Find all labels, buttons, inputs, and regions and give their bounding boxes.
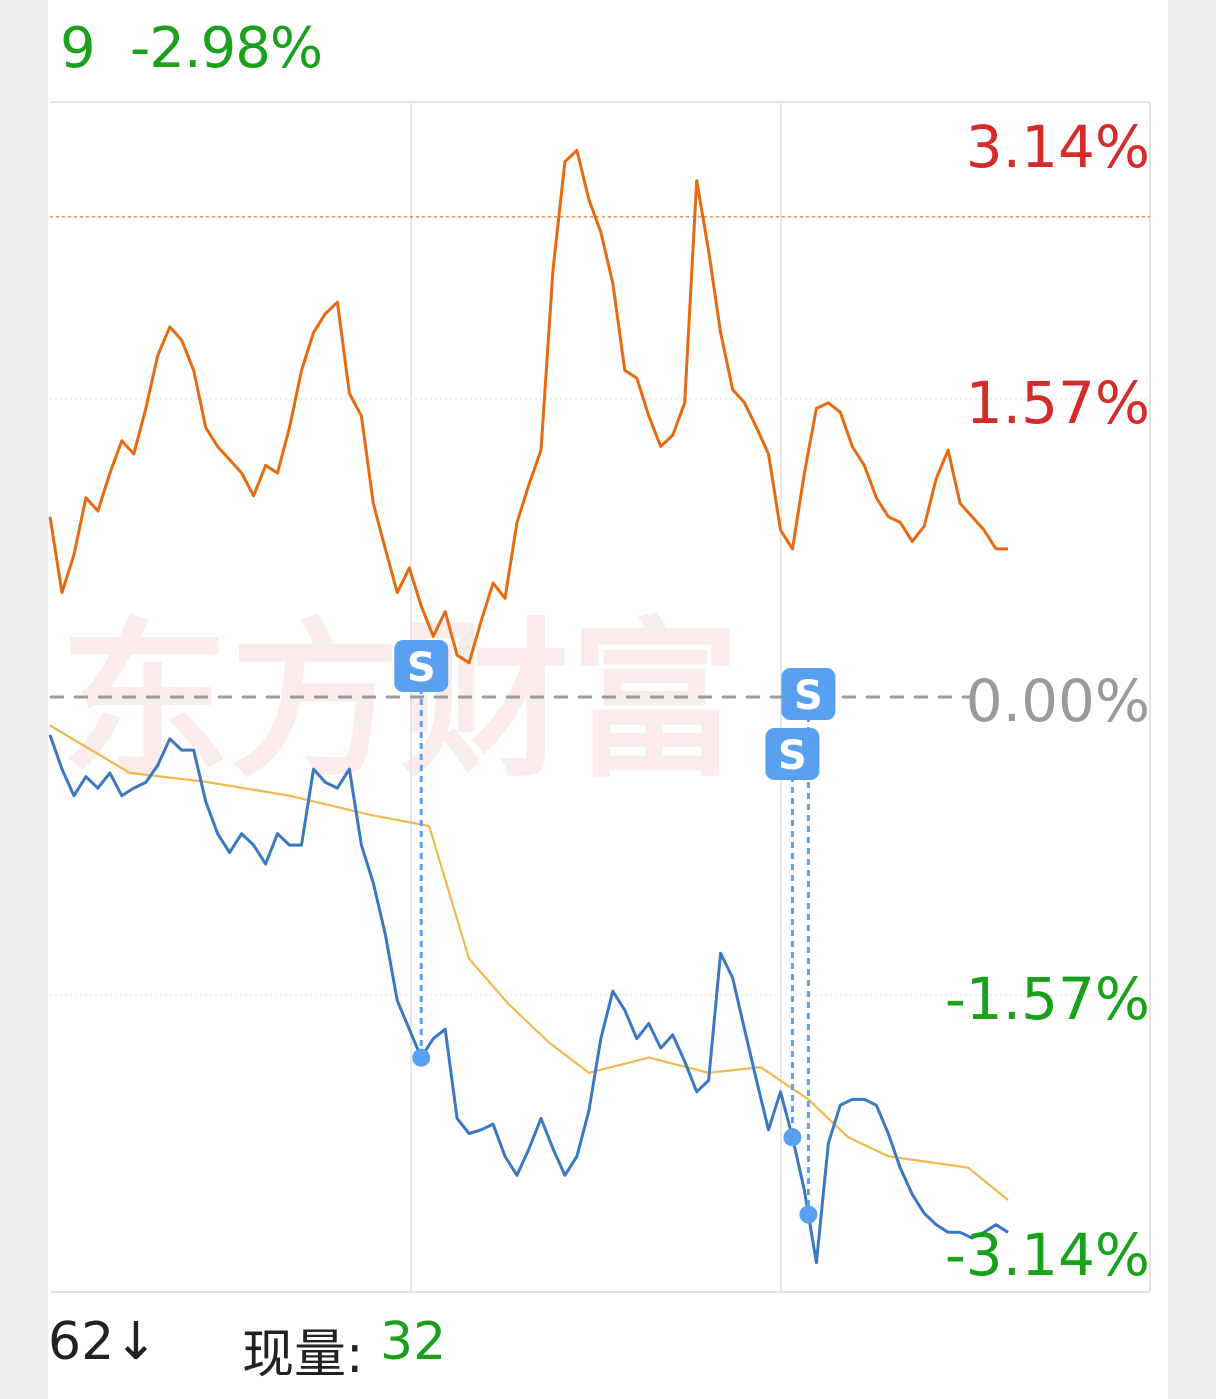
y-label-zero: 0.00% [966,667,1150,735]
watermark: 东方财富 [60,603,740,801]
footer-value: 62↓ [48,1312,158,1372]
signal-dot [799,1205,818,1224]
volume-value: 32 [380,1312,447,1372]
average-price-line [49,724,1009,1201]
signal-label: S [778,733,807,779]
y-label-top: 3.14% [966,113,1150,181]
volume-label: 现量: [242,1325,364,1385]
y-label-lower-mid: -1.57% [945,965,1150,1033]
sell-signal-marker-1: S [394,640,449,1067]
signal-badge [781,668,836,720]
signal-badge [765,728,820,780]
signal-badge [394,640,449,692]
price-value: 9 [60,16,96,81]
upper-price-line [48,148,1008,665]
change-percent: -2.98% [130,16,323,81]
signal-label: S [794,673,823,719]
signal-dot [412,1048,431,1067]
volume-footer: 62↓ 现量: 32 [48,1296,1168,1399]
signal-label: S [407,645,436,691]
sell-signal-marker-3: S [781,668,836,1224]
y-label-upper-mid: 1.57% [966,369,1150,437]
price-header: 9 -2.98% [48,0,1168,100]
sell-signal-marker-2: S [765,728,820,1147]
chart-panel [48,0,1168,1399]
lower-price-line [48,734,1009,1265]
signal-dot [783,1128,802,1147]
y-label-bottom: -3.14% [945,1221,1150,1289]
